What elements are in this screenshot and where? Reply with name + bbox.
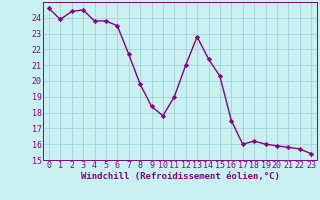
X-axis label: Windchill (Refroidissement éolien,°C): Windchill (Refroidissement éolien,°C) — [81, 172, 279, 181]
